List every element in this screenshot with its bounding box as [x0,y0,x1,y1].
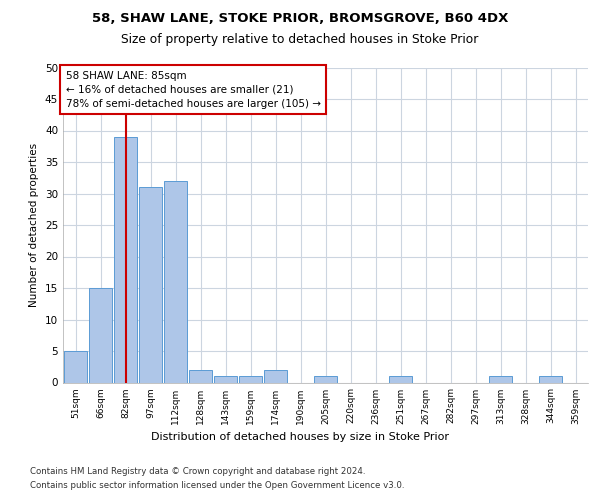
Bar [539,376,562,382]
Text: 58, SHAW LANE, STOKE PRIOR, BROMSGROVE, B60 4DX: 58, SHAW LANE, STOKE PRIOR, BROMSGROVE, … [92,12,508,26]
Bar [139,187,163,382]
Bar [488,376,512,382]
Text: 58 SHAW LANE: 85sqm
← 16% of detached houses are smaller (21)
78% of semi-detach: 58 SHAW LANE: 85sqm ← 16% of detached ho… [65,70,320,108]
Y-axis label: Number of detached properties: Number of detached properties [29,143,40,307]
Bar [214,376,238,382]
Bar [188,370,212,382]
Bar [239,376,262,382]
Bar [389,376,412,382]
Text: Distribution of detached houses by size in Stoke Prior: Distribution of detached houses by size … [151,432,449,442]
Bar [164,181,187,382]
Bar [263,370,287,382]
Bar [89,288,112,382]
Text: Contains HM Land Registry data © Crown copyright and database right 2024.: Contains HM Land Registry data © Crown c… [30,468,365,476]
Bar [64,351,88,382]
Bar [113,137,137,382]
Bar [314,376,337,382]
Text: Size of property relative to detached houses in Stoke Prior: Size of property relative to detached ho… [121,32,479,46]
Text: Contains public sector information licensed under the Open Government Licence v3: Contains public sector information licen… [30,481,404,490]
